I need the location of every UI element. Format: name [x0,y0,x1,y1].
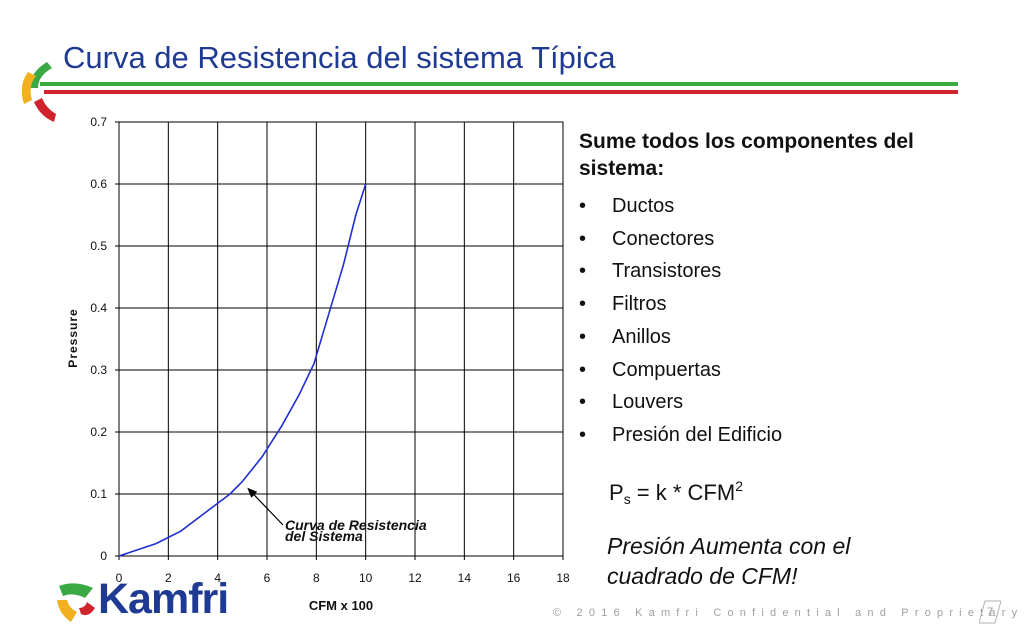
panel-heading: Sume todos los componentes del sistema: [579,130,914,180]
components-list: Ductos Conectores Transistores Filtros A… [579,190,999,452]
components-panel: Sume todos los componentes del sistema: … [579,128,999,452]
formula-rest: = k * CFM [630,480,736,505]
x-axis-label: CFM x 100 [309,598,373,613]
x-tick-label: 14 [458,571,472,585]
y-tick-label: 0 [100,549,107,563]
x-tick-label: 18 [556,571,570,585]
x-tick-label: 4 [214,571,221,585]
footer-text: © 2016 Kamfri Confidential and Proprieta… [553,607,1024,619]
list-item: Compuertas [579,354,999,387]
page-number-frame [979,600,1001,624]
y-axis-label: Pressure [66,308,80,367]
y-tick-label: 0.3 [90,363,107,377]
annotation-label-line2: del Sistema [285,528,363,544]
x-tick-label: 2 [165,571,172,585]
y-tick-label: 0.1 [90,487,107,501]
formula-sub: s [623,491,631,507]
pressure-note: Presión Aumenta con el cuadrado de CFM! [607,533,851,589]
x-tick-label: 12 [408,571,422,585]
kamfri-logo-icon [57,583,95,622]
kamfri-logo-text: Kamfri [98,575,229,623]
y-tick-label: 0.5 [90,239,107,253]
x-tick-label: 0 [116,571,123,585]
x-tick-label: 10 [359,571,373,585]
series-line [118,183,367,557]
header-arc-yellow [21,72,36,104]
header-arc-green [30,62,52,88]
annotation-arrow-line [249,490,284,526]
list-item: Presión del Edificio [579,419,999,452]
formula-sup: 2 [735,478,743,494]
list-item: Anillos [579,321,999,354]
y-tick-label: 0.6 [90,177,107,191]
list-item: Filtros [579,288,999,321]
annotation-arrow-head [247,487,258,498]
x-tick-label: 6 [264,571,271,585]
x-tick-label: 8 [313,571,320,585]
plot-frame [118,121,564,557]
list-item: Louvers [579,386,999,419]
page-number-label: 7 [986,605,994,619]
formula-p: P [609,480,624,505]
pressure-formula: Ps = k * CFM2 [609,478,743,507]
y-tick-label: 0.4 [90,301,107,315]
annotation-label-line1: Curva de Resistencia [285,517,427,533]
x-tick-label: 16 [507,571,521,585]
y-tick-label: 0.7 [90,115,107,129]
list-item: Transistores [579,255,999,288]
page-number: 7 [979,600,1001,624]
slide-title: Curva de Resistencia del sistema Típica [63,40,616,75]
header-arc-red [34,98,56,122]
y-tick-label: 0.2 [90,425,107,439]
list-item: Ductos [579,190,999,223]
header-decoration [21,62,958,122]
list-item: Conectores [579,223,999,256]
